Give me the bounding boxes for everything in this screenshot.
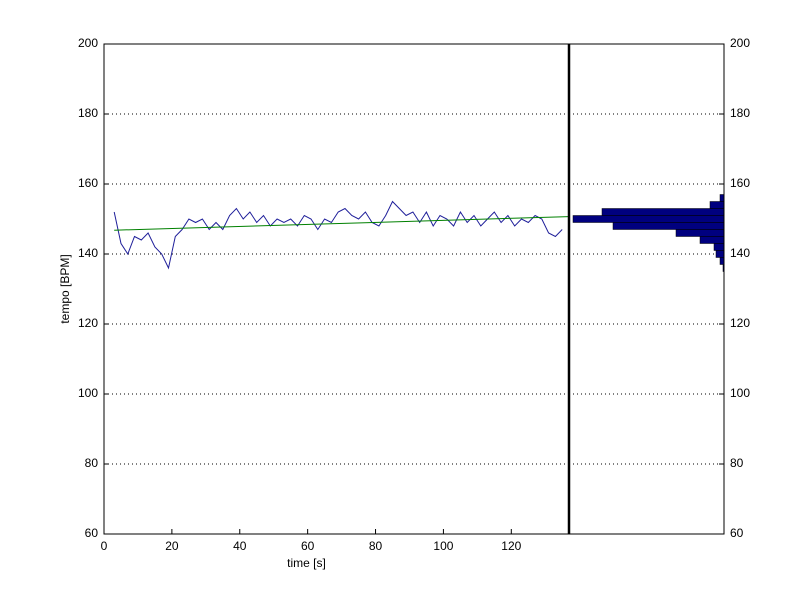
y-tick-label: 100 (730, 386, 750, 400)
x-tick-label: 60 (301, 539, 315, 553)
histogram-bar (612, 222, 725, 230)
y-tick-label: 180 (730, 106, 750, 120)
histogram-bar (675, 229, 725, 237)
histogram-bar (719, 194, 725, 202)
x-tick-label: 100 (433, 539, 453, 553)
y-tick-label: 80 (730, 456, 744, 470)
y-tick-label: 60 (730, 526, 744, 540)
y-tick-label: 140 (78, 246, 98, 260)
y-tick-label: 80 (85, 456, 99, 470)
x-tick-label: 80 (369, 539, 383, 553)
y-tick-label: 160 (78, 176, 98, 190)
y-tick-label: 100 (78, 386, 98, 400)
histogram-bar (572, 215, 725, 223)
y-axis-label: tempo [BPM] (58, 254, 72, 323)
x-tick-label: 40 (233, 539, 247, 553)
y-tick-label: 200 (730, 36, 750, 50)
x-tick-label: 120 (501, 539, 521, 553)
y-tick-label: 200 (78, 36, 98, 50)
histogram-bar (719, 257, 725, 265)
y-tick-label: 120 (78, 316, 98, 330)
series-line (114, 216, 570, 231)
histogram-bar (715, 250, 725, 258)
x-tick-label: 0 (101, 539, 108, 553)
x-axis-label: time [s] (287, 556, 326, 570)
histogram-bar (709, 201, 725, 209)
y-tick-label: 120 (730, 316, 750, 330)
histogram-bar (601, 208, 725, 216)
histogram-bar (699, 236, 725, 244)
y-tick-label: 60 (85, 526, 99, 540)
histogram-bar (713, 243, 725, 251)
y-tick-label: 160 (730, 176, 750, 190)
y-tick-label: 140 (730, 246, 750, 260)
x-tick-label: 20 (165, 539, 179, 553)
y-tick-label: 180 (78, 106, 98, 120)
